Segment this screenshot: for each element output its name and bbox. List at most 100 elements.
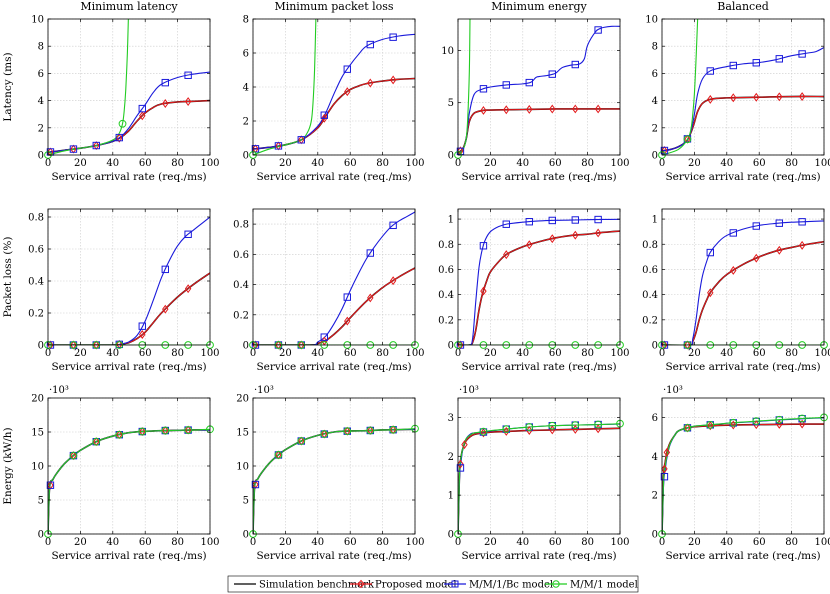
data-point-m-m-1-bc-model xyxy=(479,85,488,93)
y-axis-label: Energy (kW/h) xyxy=(2,427,14,504)
y-tick-label: 0.6 xyxy=(642,265,658,276)
x-tick-label: 100 xyxy=(814,348,830,359)
chart-title: Balanced xyxy=(717,0,769,13)
legend-label-mm1: M/M/1 model xyxy=(570,580,638,591)
data-point-m-m-1-bc-model xyxy=(729,61,737,70)
data-point-proposed-model xyxy=(730,420,737,430)
chart-panel: 0 20 40 60 80 100 0 2 4 6 8 Service arrival rate (r… xyxy=(243,0,425,183)
data-point-m-m-1-bc-model xyxy=(660,472,669,481)
x-tick-label: 40 xyxy=(311,158,324,169)
data-point-m-m-1-bc-model xyxy=(729,229,737,237)
x-tick-label: 60 xyxy=(344,537,357,548)
x-tick-label: 20 xyxy=(484,348,497,359)
series-line-proposed-model xyxy=(253,428,415,534)
data-point-proposed-model xyxy=(707,94,714,104)
x-tick-label: 40 xyxy=(516,158,529,169)
series-line-proposed-model xyxy=(458,108,620,154)
data-point-m-m-1-bc-model xyxy=(571,216,579,224)
y-tick-label: 0 xyxy=(448,341,454,352)
x-axis-label: Service arrival rate (req./ms) xyxy=(51,550,206,562)
data-point-m-m-1-bc-model xyxy=(660,146,669,155)
data-point-m-m-1-model xyxy=(92,437,101,446)
y-axis-multiplier: ·10³ xyxy=(49,385,69,396)
data-point-m-m-1-model xyxy=(798,414,807,423)
data-point-m-m-1-model xyxy=(118,119,127,128)
series-line-m-m-1-bc-model xyxy=(48,71,210,153)
x-tick-label: 0 xyxy=(455,537,461,548)
data-point-m-m-1-model xyxy=(683,135,692,144)
data-point-proposed-model xyxy=(389,276,397,286)
data-point-proposed-model xyxy=(139,330,146,339)
data-point-proposed-model xyxy=(661,464,668,474)
y-axis-multiplier: ·10³ xyxy=(663,385,683,396)
y-tick-label: 10 xyxy=(645,15,658,26)
series-line-m-m-1-bc-model xyxy=(458,25,620,154)
y-axis-multiplier: ·10³ xyxy=(254,385,274,396)
legend-item-simulation: Simulation benchmark xyxy=(234,580,375,591)
series-line-proposed-model xyxy=(48,100,210,153)
data-point-proposed-model xyxy=(526,104,533,114)
legend-label-proposed: Proposed model xyxy=(375,580,457,591)
x-tick-label: 20 xyxy=(484,158,497,169)
y-tick-label: 0.6 xyxy=(28,245,44,256)
series-line-proposed-model xyxy=(48,272,210,345)
axes-frame xyxy=(252,208,416,346)
x-tick-label: 100 xyxy=(610,158,629,169)
axes-frame xyxy=(47,18,211,156)
y-axis-label: Packet loss (%) xyxy=(2,237,14,318)
y-tick-label: 6 xyxy=(243,49,249,60)
data-point-m-m-1-bc-model xyxy=(138,322,146,330)
series-line-simulation-benchmark xyxy=(48,99,210,154)
x-tick-label: 0 xyxy=(45,158,51,169)
x-tick-label: 40 xyxy=(311,348,324,359)
x-axis-label: Service arrival rate (req./ms) xyxy=(51,171,206,183)
data-point-m-m-1-bc-model xyxy=(184,71,192,79)
data-point-proposed-model xyxy=(344,316,351,326)
x-axis-label: Service arrival rate (req./ms) xyxy=(51,361,206,373)
x-tick-label: 20 xyxy=(74,537,87,548)
x-tick-label: 40 xyxy=(516,537,529,548)
y-tick-label: 0 xyxy=(652,341,658,352)
legend-box xyxy=(227,575,639,593)
y-tick-label: 0 xyxy=(243,530,249,541)
y-tick-label: 1 xyxy=(448,491,454,502)
data-point-proposed-model xyxy=(503,426,510,436)
y-tick-label: 0.6 xyxy=(233,250,249,261)
x-tick-label: 0 xyxy=(250,348,256,359)
series-line-m-m-1-bc-model xyxy=(458,423,620,534)
x-tick-label: 80 xyxy=(785,348,798,359)
chart-panel: 0 20 40 60 80 100 0 1 2 3 Service arrival rate (re… xyxy=(448,385,630,562)
x-tick-label: 100 xyxy=(200,348,219,359)
y-tick-label: 5 xyxy=(243,496,249,507)
x-tick-label: 80 xyxy=(785,537,798,548)
x-tick-label: 20 xyxy=(279,158,292,169)
axes-frame xyxy=(661,18,825,156)
x-tick-label: 100 xyxy=(200,158,219,169)
data-point-m-m-1-bc-model xyxy=(706,248,714,257)
y-tick-label: 0.8 xyxy=(233,220,249,231)
axes-frame xyxy=(457,18,621,156)
chart-panel: 0 20 40 60 80 100 0 5 10 15 20 Service arrival rate… xyxy=(236,385,424,562)
x-tick-label: 40 xyxy=(720,348,733,359)
data-point-m-m-1-bc-model xyxy=(161,265,169,274)
y-tick-label: 3 xyxy=(448,413,454,424)
data-point-proposed-model xyxy=(480,428,487,438)
x-tick-label: 60 xyxy=(753,348,766,359)
data-point-m-m-1-bc-model xyxy=(775,55,783,63)
data-point-proposed-model xyxy=(572,104,579,114)
series-line-simulation-benchmark xyxy=(48,429,210,534)
chart-panel: 0 20 40 60 80 100 0 0.2 0.4 0.6 0.8 Service arrival… xyxy=(233,208,425,373)
y-tick-label: 10 xyxy=(441,46,454,57)
y-tick-label: 10 xyxy=(31,15,44,26)
y-tick-label: 8 xyxy=(38,42,44,53)
y-tick-label: 15 xyxy=(236,428,249,439)
data-point-m-m-1-bc-model xyxy=(161,78,169,87)
x-tick-label: 100 xyxy=(405,348,424,359)
y-tick-label: 15 xyxy=(31,428,44,439)
x-axis-label: Service arrival rate (req./ms) xyxy=(256,550,411,562)
data-point-proposed-model xyxy=(503,250,510,260)
y-tick-label: 0.2 xyxy=(233,310,249,321)
chart-panel: 0 20 40 60 80 100 0 2 4 6 8 10 Service arrival rate … xyxy=(2,0,220,183)
y-tick-label: 6 xyxy=(652,69,658,80)
legend-marker-circle xyxy=(552,580,560,588)
